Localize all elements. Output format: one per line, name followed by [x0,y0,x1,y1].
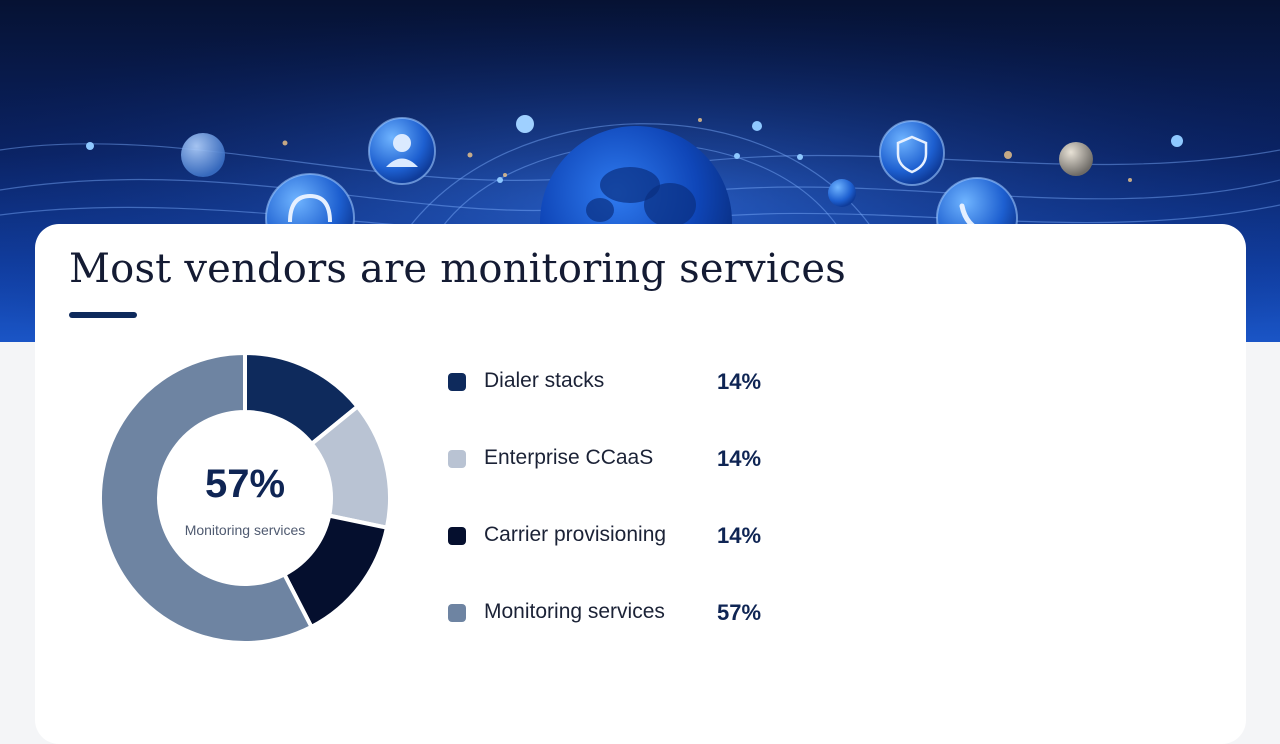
legend-swatch [448,604,466,622]
donut-center-value: 57% [204,462,286,506]
user-icon [368,117,436,185]
legend-item-carrier-provisioning: Carrier provisioning 14% [448,521,848,551]
title-underline [69,312,137,318]
legend-label: Monitoring services [484,600,665,623]
legend-swatch [448,373,466,391]
legend-value: 14% [717,446,762,471]
legend-swatch [448,450,466,468]
legend-item-monitoring-services: Monitoring services 57% [448,598,848,628]
legend-label: Dialer stacks [484,369,605,392]
content-card: Most vendors are monitoring services 57%… [35,224,1246,744]
legend-value: 14% [717,523,762,548]
page-title: Most vendors are monitoring services [69,246,847,292]
legend-swatch [448,527,466,545]
legend-item-dialer-stacks: Dialer stacks 14% [448,367,848,397]
legend-value: 14% [717,369,762,394]
legend-item-enterprise-ccaas: Enterprise CCaaS 14% [448,444,848,474]
donut-chart [98,351,392,645]
legend-label: Enterprise CCaaS [484,446,654,469]
shield-icon [879,120,945,186]
legend-value: 57% [717,600,762,625]
donut-center-label: Monitoring services [184,522,306,538]
donut-slice-monitoring-services [98,351,314,645]
legend-label: Carrier provisioning [484,523,667,546]
